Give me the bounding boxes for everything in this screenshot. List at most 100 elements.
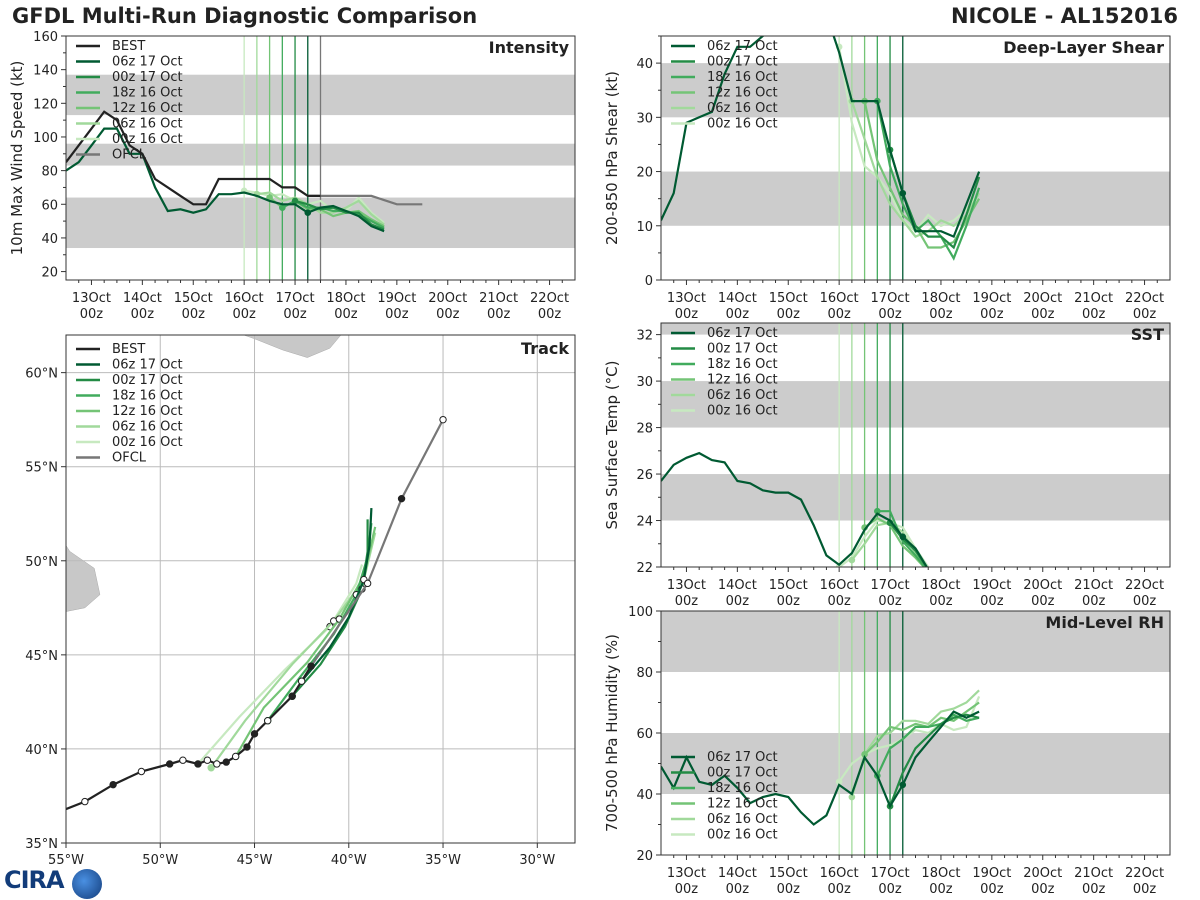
shear-panel: 01020304013Oct00z14Oct00z15Oct00z16Oct00… [603, 35, 1171, 322]
intensity-xtick-label-hour: 00z [334, 307, 358, 322]
rh-xtick-label: 17Oct [871, 866, 910, 881]
shear-band-0 [661, 171, 1170, 226]
track-point-BEST [81, 797, 89, 806]
sst-legend-label: 00z 17 Oct [707, 342, 778, 357]
shear-legend-label: 12z 16 Oct [707, 86, 778, 101]
intensity-series-00z-17-Oct [294, 199, 385, 231]
sst-init-marker-06z-16-Oct [848, 556, 856, 564]
intensity-series-BEST [66, 110, 321, 206]
track-xtick-label: 55°W [48, 853, 84, 868]
track-xtick-label: 40°W [331, 853, 367, 868]
intensity-xtick-label-hour: 00z [538, 307, 562, 322]
greenland-landmass [242, 335, 342, 358]
sst-legend-label: 00z 16 Oct [707, 404, 778, 419]
track-point-BEST [250, 730, 259, 738]
track-point-OFCL [439, 415, 447, 424]
shear-legend-label: 00z 17 Oct [707, 55, 778, 70]
intensity-panel: 2040608010012014016013Oct00z14Oct00z15Oc… [8, 30, 576, 322]
track-point-BEST [137, 767, 146, 776]
track-point-BEST [109, 780, 117, 789]
sst-xtick-label: 13Oct [667, 578, 706, 593]
track-point-OFCL [397, 494, 406, 503]
shear-xtick-label: 21Oct [1074, 291, 1113, 306]
rh-init-marker-06z-17-Oct [899, 781, 907, 789]
shear-xtick-label-hour: 00z [675, 307, 699, 322]
rh-xtick-label: 18Oct [921, 866, 960, 881]
track-series-00z-16-Oct [197, 564, 364, 765]
track-panel: 55°W 50°W 45°W 40°W 35°W 30°W 35°N 40°N 45°N 50°N… [25, 334, 576, 868]
track-point-BEST [307, 662, 315, 670]
shear-series-00z-16-Oct [838, 46, 980, 233]
intensity-init-marker-18z-16-Oct [279, 204, 286, 211]
sst-xtick-label: 19Oct [972, 578, 1011, 593]
shear-xtick-label-hour: 00z [777, 307, 801, 322]
rh-legend-label: 00z 17 Oct [707, 766, 778, 781]
track-series-00z-17-Oct [291, 519, 369, 697]
shear-legend-label: 18z 16 Oct [707, 70, 778, 85]
intensity-init-marker-00z-17-Oct [291, 197, 299, 205]
sst-ytick-label: 26 [636, 468, 653, 483]
track-ytick-label: 60°N [25, 367, 58, 382]
sst-xtick-label: 17Oct [871, 578, 910, 593]
sst-band-1 [661, 381, 1170, 428]
intensity-ytick-label: 100 [33, 131, 58, 146]
track-ytick-label: 35°N [25, 837, 58, 852]
rh-init-marker-06z-16-Oct [848, 793, 856, 801]
rh-xtick-label-hour: 00z [980, 882, 1004, 897]
intensity-series-06z-17-Oct [66, 127, 385, 233]
rh-ytick-label: 20 [636, 849, 653, 864]
track-legend-label: OFCL [112, 451, 147, 466]
intensity-ytick-label: 140 [33, 64, 58, 79]
sst-init-marker-06z-17-Oct [899, 533, 907, 541]
rh-band-0 [661, 733, 1170, 794]
sst-xtick-label-hour: 00z [980, 594, 1004, 609]
rh-xtick-label-hour: 00z [777, 882, 801, 897]
rh-legend-label: 12z 16 Oct [707, 797, 778, 812]
intensity-ytick-label: 20 [41, 266, 58, 281]
track-legend-label: 06z 17 Oct [112, 358, 183, 373]
sst-xtick-label-hour: 00z [726, 594, 750, 609]
rh-legend-label: 00z 16 Oct [707, 828, 778, 843]
rh-xtick-label: 14Oct [718, 866, 757, 881]
sst-title: SST [1131, 325, 1164, 344]
sst-legend-label: 12z 16 Oct [707, 373, 778, 388]
rh-legend-label: 06z 16 Oct [707, 812, 778, 827]
intensity-legend-label: 00z 17 Oct [112, 70, 183, 85]
track-series-18z-16-Oct [266, 522, 373, 722]
sst-xtick-label-hour: 00z [1082, 594, 1106, 609]
intensity-title: Intensity [489, 38, 570, 57]
rh-panel: 2040608010013Oct00z14Oct00z15Oct00z16Oct… [603, 605, 1171, 897]
rh-xtick-label-hour: 00z [1082, 882, 1106, 897]
track-point-BEST [243, 743, 251, 751]
cira-logo: CIRA [4, 866, 65, 894]
track-xtick-label: 50°W [142, 853, 178, 868]
sst-xtick-label: 20Oct [1023, 578, 1062, 593]
track-legend-label: 12z 16 Oct [112, 404, 183, 419]
sst-ytick-label: 24 [636, 515, 653, 530]
rh-band-1 [661, 611, 1170, 672]
track-point-BEST [297, 677, 306, 685]
intensity-xtick-label: 21Oct [479, 291, 518, 306]
sst-legend-label: 18z 16 Oct [707, 357, 778, 372]
shear-legend-label: 06z 17 Oct [707, 39, 778, 54]
shear-ylabel: 200-850 hPa Shear (kt) [603, 71, 621, 245]
track-series-12z-16-Oct [234, 526, 377, 758]
intensity-xtick-label-hour: 00z [80, 307, 104, 322]
intensity-xtick-label-hour: 00z [232, 307, 256, 322]
sst-xtick-label: 16Oct [820, 578, 859, 593]
shear-ytick-label: 30 [636, 111, 653, 126]
rh-xtick-label: 15Oct [769, 866, 808, 881]
rh-ytick-label: 40 [636, 788, 653, 803]
track-point-BEST [288, 692, 296, 700]
track-point-BEST [194, 760, 202, 768]
track-point-OFCL [363, 579, 372, 588]
sst-ytick-label: 28 [636, 422, 653, 437]
sst-ytick-label: 30 [636, 375, 653, 390]
page-title: GFDL Multi-Run Diagnostic Comparison [12, 4, 478, 28]
intensity-xtick-label-hour: 00z [385, 307, 409, 322]
rh-legend-label: 18z 16 Oct [707, 781, 778, 796]
rh-title: Mid-Level RH [1045, 613, 1164, 632]
track-legend-label: 06z 16 Oct [112, 420, 183, 435]
shear-ytick-label: 20 [636, 166, 653, 181]
track-point-BEST [203, 756, 212, 764]
